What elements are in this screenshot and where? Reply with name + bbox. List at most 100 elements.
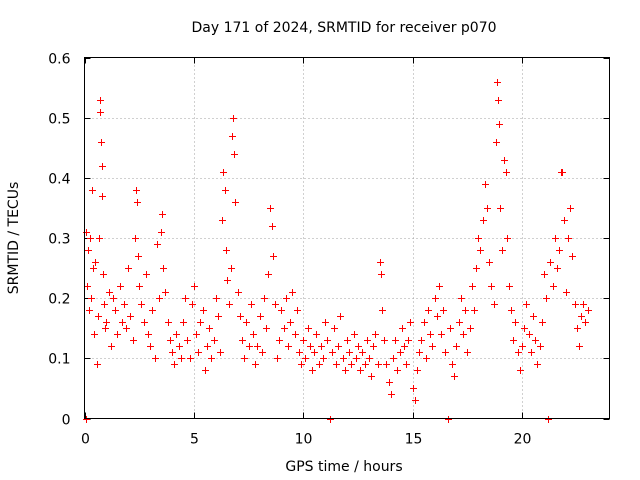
data-point bbox=[229, 133, 236, 140]
data-point bbox=[397, 349, 404, 356]
data-point bbox=[401, 343, 408, 350]
data-point bbox=[298, 361, 305, 368]
y-tick-label: 0.4 bbox=[48, 172, 70, 188]
data-point bbox=[200, 307, 207, 314]
data-point bbox=[162, 289, 169, 296]
data-point bbox=[335, 343, 342, 350]
data-point bbox=[94, 361, 101, 368]
data-point bbox=[250, 331, 257, 338]
chart-title: Day 171 of 2024, SRMTID for receiver p07… bbox=[191, 20, 496, 36]
data-point bbox=[263, 325, 270, 332]
data-point bbox=[462, 307, 469, 314]
data-point bbox=[95, 313, 102, 320]
data-point bbox=[138, 301, 145, 308]
data-point bbox=[235, 289, 242, 296]
data-point bbox=[370, 343, 377, 350]
data-point bbox=[390, 355, 397, 362]
data-point bbox=[99, 163, 106, 170]
data-point bbox=[407, 319, 414, 326]
data-point bbox=[136, 283, 143, 290]
data-point bbox=[133, 187, 140, 194]
data-point bbox=[501, 157, 508, 164]
data-point bbox=[362, 361, 369, 368]
data-point bbox=[217, 349, 224, 356]
data-point bbox=[110, 295, 117, 302]
data-point bbox=[554, 265, 561, 272]
data-point bbox=[267, 205, 274, 212]
data-point bbox=[366, 355, 373, 362]
x-axis-label: GPS time / hours bbox=[285, 459, 402, 475]
data-point bbox=[477, 247, 484, 254]
data-point bbox=[510, 337, 517, 344]
data-point bbox=[368, 373, 375, 380]
data-point bbox=[333, 361, 340, 368]
data-point bbox=[313, 331, 320, 338]
data-points bbox=[83, 79, 592, 423]
data-point bbox=[427, 331, 434, 338]
data-point bbox=[158, 229, 165, 236]
data-point bbox=[378, 271, 385, 278]
data-point bbox=[101, 301, 108, 308]
axis-ticks: 0 0.1 0.2 0.3 0.4 0.5 0.6 0 5 10 15 20 bbox=[48, 52, 610, 448]
data-point bbox=[112, 307, 119, 314]
data-point bbox=[432, 295, 439, 302]
data-point bbox=[149, 307, 156, 314]
data-point bbox=[375, 361, 382, 368]
data-point bbox=[187, 355, 194, 362]
data-point bbox=[488, 283, 495, 290]
data-point bbox=[85, 247, 92, 254]
data-point bbox=[278, 307, 285, 314]
data-point bbox=[357, 367, 364, 374]
data-point bbox=[265, 271, 272, 278]
data-point bbox=[453, 343, 460, 350]
data-point bbox=[261, 295, 268, 302]
data-point bbox=[309, 367, 316, 374]
data-point bbox=[226, 301, 233, 308]
data-point bbox=[567, 205, 574, 212]
data-point bbox=[289, 289, 296, 296]
data-point bbox=[213, 295, 220, 302]
data-point bbox=[473, 265, 480, 272]
data-point bbox=[91, 331, 98, 338]
data-point bbox=[257, 313, 264, 320]
data-point bbox=[503, 169, 510, 176]
data-point bbox=[523, 301, 530, 308]
data-point bbox=[331, 325, 338, 332]
data-point bbox=[300, 337, 307, 344]
data-point bbox=[512, 319, 519, 326]
data-point bbox=[165, 319, 172, 326]
data-point bbox=[114, 331, 121, 338]
data-point bbox=[294, 307, 301, 314]
data-point bbox=[467, 325, 474, 332]
data-point bbox=[89, 187, 96, 194]
data-point bbox=[556, 247, 563, 254]
y-tick-label: 0 bbox=[62, 413, 71, 429]
data-point bbox=[423, 355, 430, 362]
data-point bbox=[215, 313, 222, 320]
data-point bbox=[355, 343, 362, 350]
data-point bbox=[440, 307, 447, 314]
data-point bbox=[134, 199, 141, 206]
data-point bbox=[517, 367, 524, 374]
data-point bbox=[504, 235, 511, 242]
data-point bbox=[359, 349, 366, 356]
data-point bbox=[318, 343, 325, 350]
data-point bbox=[211, 337, 218, 344]
data-point bbox=[521, 325, 528, 332]
data-point bbox=[88, 295, 95, 302]
data-point bbox=[399, 325, 406, 332]
data-point bbox=[228, 265, 235, 272]
data-point bbox=[193, 331, 200, 338]
data-point bbox=[434, 313, 441, 320]
data-point bbox=[259, 349, 266, 356]
data-point bbox=[96, 235, 103, 242]
data-point bbox=[559, 169, 566, 176]
data-point bbox=[274, 355, 281, 362]
data-point bbox=[202, 367, 209, 374]
data-point bbox=[458, 295, 465, 302]
data-point bbox=[425, 307, 432, 314]
data-point bbox=[572, 301, 579, 308]
data-point bbox=[392, 337, 399, 344]
data-point bbox=[204, 343, 211, 350]
data-point bbox=[316, 361, 323, 368]
